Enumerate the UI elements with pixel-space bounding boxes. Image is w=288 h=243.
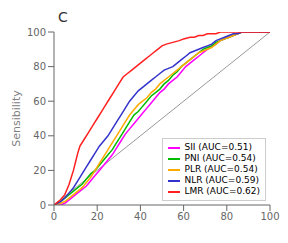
svg-text:40: 40 bbox=[134, 211, 147, 222]
html-text:PNI (AUC=0.54): PNI (AUC=0.54) bbox=[184, 153, 256, 163]
svg-text:Sensibility: Sensibility bbox=[10, 90, 23, 147]
svg-text:80: 80 bbox=[220, 211, 233, 222]
svg-text:100: 100 bbox=[27, 27, 46, 38]
svg-text:0: 0 bbox=[40, 200, 46, 211]
svg-text:0: 0 bbox=[51, 211, 57, 222]
svg-text:60: 60 bbox=[33, 96, 46, 107]
html-text:C: C bbox=[58, 9, 68, 25]
html-text:PLR (AUC=0.54): PLR (AUC=0.54) bbox=[184, 164, 258, 174]
svg-text:100: 100 bbox=[260, 211, 279, 222]
html-text:NLR (AUC=0.59): NLR (AUC=0.59) bbox=[184, 175, 259, 185]
html-text:SII (AUC=0.51): SII (AUC=0.51) bbox=[184, 142, 252, 152]
svg-text:20: 20 bbox=[91, 211, 104, 222]
svg-text:80: 80 bbox=[33, 61, 46, 72]
html-text:LMR (AUC=0.62): LMR (AUC=0.62) bbox=[184, 186, 260, 196]
svg-text:60: 60 bbox=[177, 211, 190, 222]
svg-text:20: 20 bbox=[33, 165, 46, 176]
svg-text:40: 40 bbox=[33, 130, 46, 141]
